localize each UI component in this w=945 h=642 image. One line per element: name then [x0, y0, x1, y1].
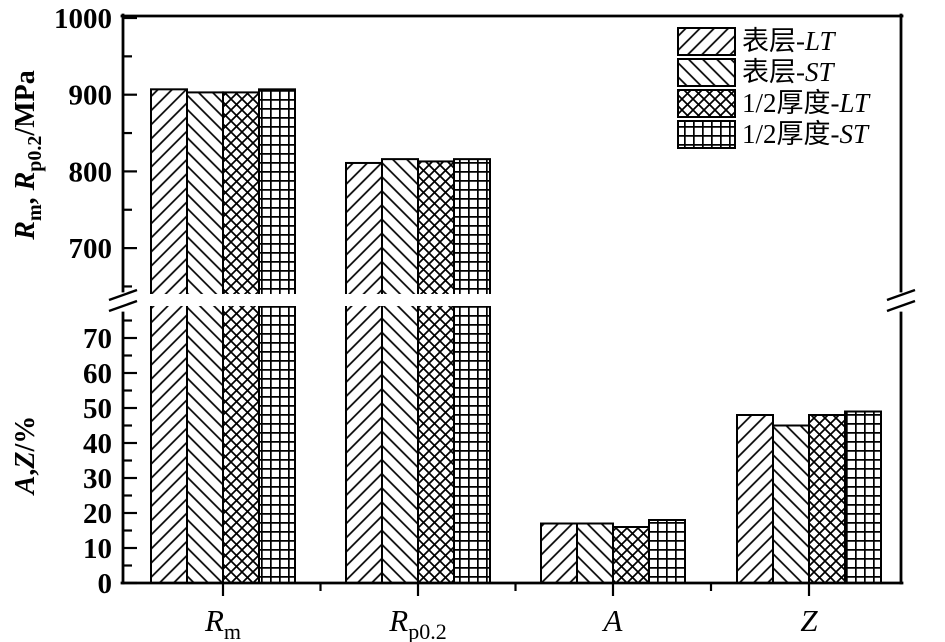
legend-item-2: 表层-ST — [677, 57, 836, 87]
legend-item-1: 表层-LT — [677, 26, 836, 56]
y-tick-label-700: 700 — [69, 233, 113, 265]
bars — [150, 88, 882, 585]
y-axis-title-bottom: A,Z/% — [10, 416, 41, 497]
break-slash-left-2 — [108, 299, 138, 313]
legend-item-4: 1/2厚度-ST — [677, 119, 870, 149]
legend-item-3: 1/2厚度-LT — [677, 88, 871, 118]
y-tick-label-20: 20 — [83, 498, 112, 530]
legend-swatch-3 — [677, 89, 736, 118]
y-tick-label-0: 0 — [98, 568, 113, 600]
bar-Rp0.2-series4 — [453, 158, 491, 585]
legend-label-4: 1/2厚度-ST — [742, 119, 870, 149]
y-axis-title-top: Rm, Rp0.2/MPa — [10, 70, 46, 240]
y-tick-label-800: 800 — [69, 156, 113, 188]
legend-swatch-4 — [677, 120, 736, 149]
break-slash-right-1 — [886, 288, 916, 302]
bar-Rp0.2-series2 — [381, 158, 419, 585]
bar-A-series3 — [612, 526, 650, 584]
legend-swatch-2 — [677, 58, 736, 87]
y-tick-label-70: 70 — [83, 323, 112, 355]
category-label-A: A — [602, 603, 624, 638]
y-tick-label-30: 30 — [83, 463, 112, 495]
bar-Rp0.2-series1 — [345, 161, 383, 584]
legend-label-1: 表层-LT — [742, 26, 836, 56]
bar-A-series1 — [540, 522, 578, 584]
axis-break-marks — [108, 288, 916, 313]
bar-Z-series3 — [808, 414, 846, 584]
break-slash-left-1 — [108, 288, 138, 302]
bar-Rm-series2 — [186, 91, 224, 585]
bar-Z-series4 — [844, 410, 882, 584]
y-tick-label-40: 40 — [83, 428, 112, 460]
bar-group-Rp0.2 — [345, 158, 491, 585]
y-tick-label-50: 50 — [83, 393, 112, 425]
bar-Z-series1 — [736, 414, 774, 584]
category-label-Rm: Rm — [204, 603, 241, 642]
category-label-Rp0.2: Rp0.2 — [388, 603, 446, 642]
bar-group-A — [540, 519, 686, 584]
bar-Rm-series3 — [222, 91, 260, 585]
bar-A-series4 — [648, 519, 686, 584]
break-slash-right-2 — [886, 299, 916, 313]
ticks — [124, 16, 811, 596]
bar-group-Z — [736, 410, 882, 584]
y-tick-label-60: 60 — [83, 358, 112, 390]
y-tick-label-1000: 1000 — [54, 3, 112, 35]
bar-Z-series2 — [772, 424, 810, 584]
legend-label-3: 1/2厚度-LT — [742, 88, 871, 118]
bar-Rp0.2-series3 — [417, 160, 455, 585]
axes — [120, 13, 904, 585]
legend-swatch-1 — [677, 27, 736, 56]
category-labels: Rm Rp0.2 A Z — [204, 603, 818, 642]
bar-Rm-series4 — [258, 88, 296, 585]
bar-A-series2 — [576, 522, 614, 584]
legend-label-2: 表层-ST — [742, 57, 836, 87]
bar-Rm-series1 — [150, 88, 188, 585]
bar-group-Rm — [150, 88, 296, 585]
y-tick-label-10: 10 — [83, 533, 112, 565]
y-tick-label-900: 900 — [69, 80, 113, 112]
axis-break-band — [125, 294, 899, 306]
category-label-Z: Z — [800, 603, 818, 638]
